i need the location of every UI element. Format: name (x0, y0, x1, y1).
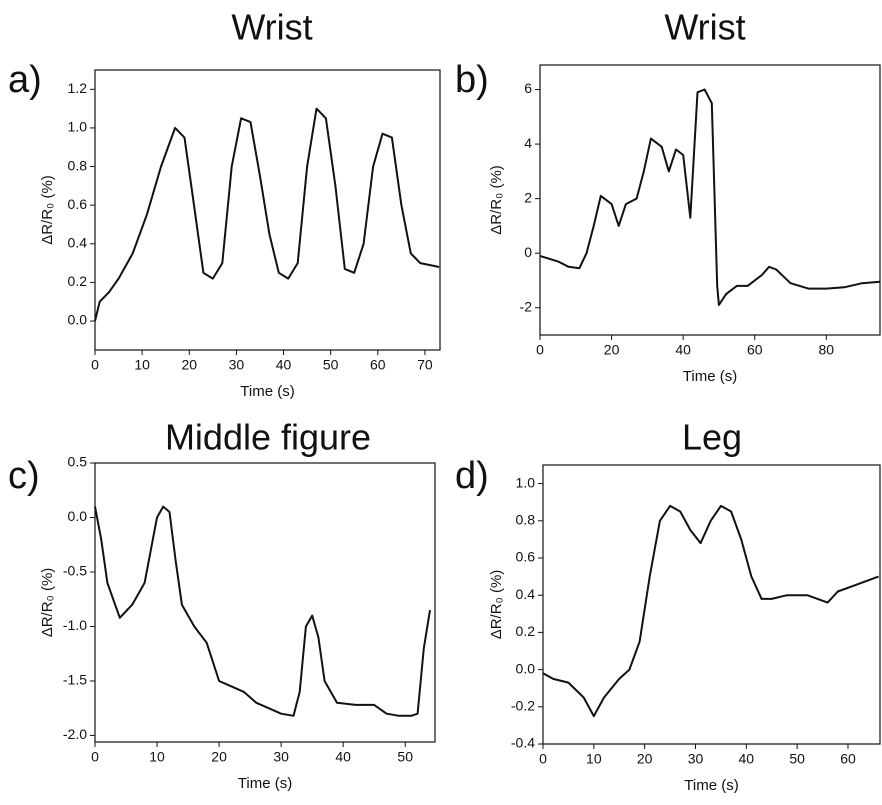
y-tick-label: 0.6 (516, 549, 536, 565)
x-tick-label: 40 (739, 751, 755, 767)
y-tick-label: 0.0 (516, 660, 536, 676)
y-tick-label: 0.8 (516, 512, 536, 528)
y-tick-label: -1.5 (63, 672, 87, 688)
y-axis-label: ΔR/R₀ (%) (488, 165, 505, 235)
x-tick-label: 20 (604, 342, 620, 358)
x-tick-label: 10 (134, 357, 150, 373)
y-tick-label: -0.2 (511, 698, 535, 714)
x-tick-label: 0 (539, 751, 547, 767)
y-tick-label: 0.2 (68, 273, 88, 289)
x-tick-label: 20 (211, 749, 227, 765)
y-tick-label: 0.0 (68, 508, 88, 524)
y-tick-label: -1.0 (63, 617, 87, 633)
y-tick-label: 6 (524, 80, 532, 96)
panel-label: c) (8, 455, 40, 497)
data-line (94, 505, 431, 717)
data-line (94, 107, 440, 322)
x-tick-label: 50 (397, 749, 413, 765)
y-tick-label: 0.4 (68, 234, 88, 250)
y-tick-label: -2.0 (63, 726, 87, 742)
data-line (539, 88, 881, 306)
y-tick-label: 1.0 (516, 474, 536, 490)
x-tick-label: 40 (675, 342, 691, 358)
y-tick-label: -0.4 (511, 735, 535, 751)
panel-label: a) (8, 59, 42, 101)
chart-title: Wrist (664, 7, 745, 48)
x-tick-label: 0 (536, 342, 544, 358)
y-tick-label: -2 (520, 298, 533, 314)
y-axis-label: ΔR/R₀ (%) (488, 570, 505, 640)
chart-title: Leg (682, 417, 742, 458)
x-tick-label: 70 (417, 357, 433, 373)
x-tick-label: 0 (91, 749, 99, 765)
plot-frame (539, 64, 881, 336)
chart-title: Wrist (231, 7, 312, 48)
y-tick-label: 0.8 (68, 157, 88, 173)
y-tick-label: 0.2 (516, 623, 536, 639)
x-tick-label: 60 (370, 357, 386, 373)
y-tick-label: -0.5 (63, 563, 87, 579)
x-tick-label: 20 (637, 751, 653, 767)
y-tick-label: 0 (524, 244, 532, 260)
x-tick-label: 50 (789, 751, 805, 767)
y-tick-label: 0.4 (516, 586, 536, 602)
plot-frame (94, 462, 436, 743)
plot-frame (542, 464, 881, 745)
y-tick-label: 0.6 (68, 196, 88, 212)
x-axis-label: Time (s) (683, 368, 737, 385)
y-tick-label: 1.0 (68, 119, 88, 135)
x-tick-label: 10 (149, 749, 165, 765)
panel-label: d) (455, 455, 489, 497)
x-tick-label: 40 (335, 749, 351, 765)
plot-frame (94, 69, 441, 351)
x-tick-label: 60 (747, 342, 763, 358)
y-tick-label: 0.5 (68, 454, 88, 470)
x-tick-label: 60 (840, 751, 856, 767)
y-tick-label: 4 (524, 135, 532, 151)
x-tick-label: 40 (276, 357, 292, 373)
x-tick-label: 20 (181, 357, 197, 373)
x-tick-label: 10 (586, 751, 602, 767)
data-line (542, 504, 879, 718)
y-tick-label: 0.0 (68, 312, 88, 328)
x-axis-label: Time (s) (240, 383, 294, 400)
x-tick-label: 0 (91, 357, 99, 373)
x-axis-label: Time (s) (684, 777, 738, 794)
y-axis-label: ΔR/R₀ (%) (39, 568, 56, 638)
x-tick-label: 80 (819, 342, 835, 358)
x-tick-label: 30 (273, 749, 289, 765)
y-tick-label: 2 (524, 189, 532, 205)
x-axis-label: Time (s) (238, 775, 292, 792)
y-tick-label: 1.2 (68, 80, 88, 96)
x-tick-label: 30 (688, 751, 704, 767)
panel-label: b) (455, 59, 489, 101)
chart-title: Middle figure (165, 417, 371, 458)
x-tick-label: 50 (323, 357, 339, 373)
y-axis-label: ΔR/R₀ (%) (39, 175, 56, 245)
x-tick-label: 30 (229, 357, 245, 373)
